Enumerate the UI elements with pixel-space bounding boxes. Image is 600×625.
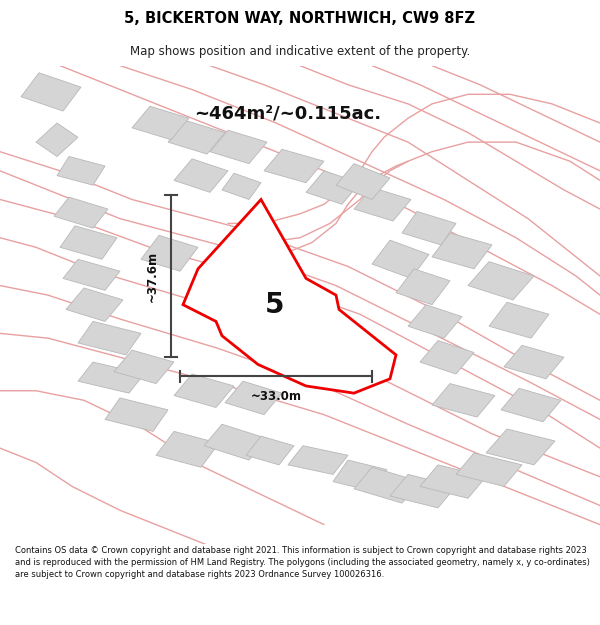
Polygon shape <box>396 269 450 304</box>
Text: ~33.0m: ~33.0m <box>251 390 302 403</box>
Polygon shape <box>21 72 81 111</box>
Polygon shape <box>432 384 495 417</box>
Polygon shape <box>222 173 261 199</box>
Polygon shape <box>105 398 168 431</box>
Polygon shape <box>183 199 396 393</box>
Polygon shape <box>501 388 561 422</box>
Text: Contains OS data © Crown copyright and database right 2021. This information is : Contains OS data © Crown copyright and d… <box>15 546 590 579</box>
Polygon shape <box>168 121 225 154</box>
Text: Map shows position and indicative extent of the property.: Map shows position and indicative extent… <box>130 45 470 58</box>
Polygon shape <box>132 106 189 140</box>
Text: ~37.6m: ~37.6m <box>145 251 158 301</box>
Polygon shape <box>420 341 474 374</box>
Polygon shape <box>141 236 198 271</box>
Polygon shape <box>60 226 117 259</box>
Polygon shape <box>204 424 267 460</box>
Polygon shape <box>57 156 105 185</box>
Polygon shape <box>486 429 555 465</box>
Polygon shape <box>354 468 420 503</box>
Polygon shape <box>63 259 120 291</box>
Polygon shape <box>468 262 534 300</box>
Polygon shape <box>78 321 141 355</box>
Polygon shape <box>36 123 78 156</box>
Polygon shape <box>333 460 387 491</box>
Polygon shape <box>156 431 219 468</box>
Polygon shape <box>336 164 390 199</box>
Polygon shape <box>306 171 360 204</box>
Polygon shape <box>246 436 294 465</box>
Polygon shape <box>372 240 429 278</box>
Polygon shape <box>264 149 324 182</box>
Polygon shape <box>174 159 228 192</box>
Polygon shape <box>432 233 492 269</box>
Polygon shape <box>354 188 411 221</box>
Polygon shape <box>489 302 549 338</box>
Text: ~464m²/~0.115ac.: ~464m²/~0.115ac. <box>194 104 382 122</box>
Polygon shape <box>390 474 456 508</box>
Polygon shape <box>114 350 174 384</box>
Polygon shape <box>504 346 564 379</box>
Polygon shape <box>408 304 462 338</box>
Polygon shape <box>420 465 486 498</box>
Polygon shape <box>225 381 282 414</box>
Polygon shape <box>288 446 348 474</box>
Polygon shape <box>210 130 267 164</box>
Polygon shape <box>66 288 123 321</box>
Polygon shape <box>78 362 144 393</box>
Polygon shape <box>174 374 234 408</box>
Polygon shape <box>54 197 108 228</box>
Text: 5: 5 <box>265 291 285 319</box>
Text: 5, BICKERTON WAY, NORTHWICH, CW9 8FZ: 5, BICKERTON WAY, NORTHWICH, CW9 8FZ <box>125 11 476 26</box>
Polygon shape <box>456 453 522 486</box>
Polygon shape <box>402 211 456 245</box>
